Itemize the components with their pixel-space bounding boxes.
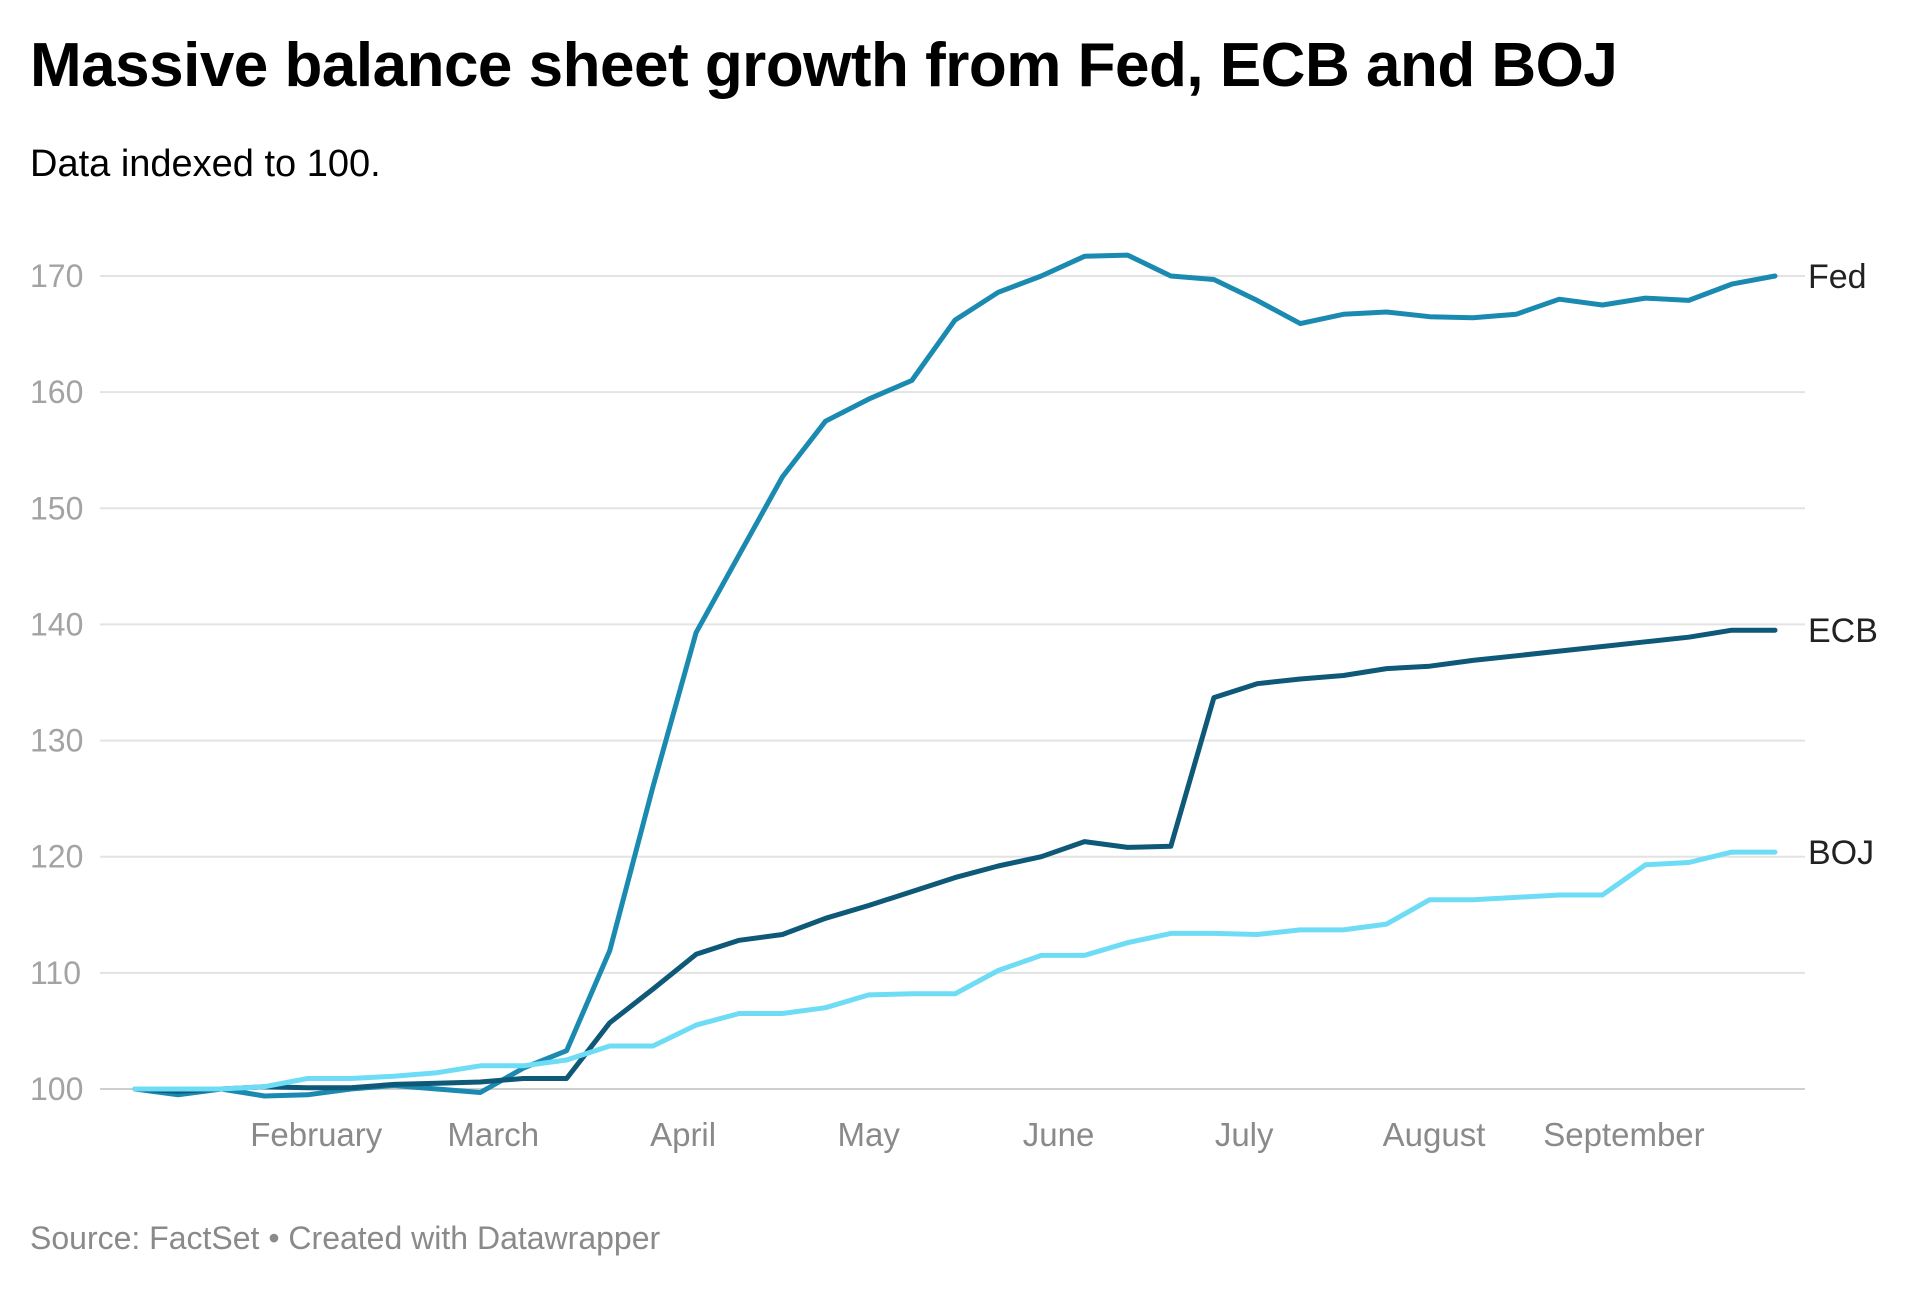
y-tick-label-150: 150: [30, 490, 83, 526]
y-tick-label-140: 140: [30, 606, 83, 642]
series-line-ecb: [132, 627, 1778, 1094]
series-label-fed: Fed: [1808, 258, 1867, 296]
y-tick-label-170: 170: [30, 258, 83, 294]
y-tick-label-100: 100: [30, 1071, 83, 1107]
y-tick-label-130: 130: [30, 723, 83, 759]
footer-separator: •: [268, 1220, 280, 1256]
source-note: Source: FactSet: [30, 1220, 260, 1256]
chart-subtitle: Data indexed to 100.: [30, 143, 381, 185]
x-tick-label-may: May: [838, 1116, 901, 1153]
y-tick-label-110: 110: [30, 955, 81, 991]
chart-footer: Source: FactSet • Created with Datawrapp…: [30, 1220, 660, 1257]
gridlines: [100, 275, 1805, 1090]
y-tick-label-160: 160: [30, 374, 83, 410]
series-line-fed: [132, 252, 1778, 1099]
x-tick-label-september: September: [1543, 1116, 1704, 1153]
x-tick-label-july: July: [1215, 1116, 1274, 1153]
series-lines: [132, 252, 1778, 1099]
x-tick-label-march: March: [447, 1116, 539, 1153]
x-tick-label-february: February: [250, 1116, 383, 1153]
y-tick-label-120: 120: [30, 839, 83, 875]
chart-title: Massive balance sheet growth from Fed, E…: [30, 31, 1618, 100]
series-line-boj: [132, 849, 1778, 1092]
x-tick-label-august: August: [1383, 1116, 1486, 1153]
x-tick-label-april: April: [650, 1116, 716, 1153]
y-axis-ticks: 100 110 120 130 140 150 160 170: [30, 258, 83, 1107]
line-chart: 100 110 120 130 140 150 160 170 February March Ap…: [30, 252, 1878, 1153]
series-labels: Fed ECB BOJ: [1808, 258, 1878, 872]
series-label-boj: BOJ: [1808, 834, 1874, 872]
x-axis-ticks: February March April May June July August Septe…: [250, 1116, 1704, 1153]
x-tick-label-june: June: [1023, 1116, 1095, 1153]
credit-note: Created with Datawrapper: [288, 1220, 661, 1256]
series-label-ecb: ECB: [1808, 612, 1878, 650]
